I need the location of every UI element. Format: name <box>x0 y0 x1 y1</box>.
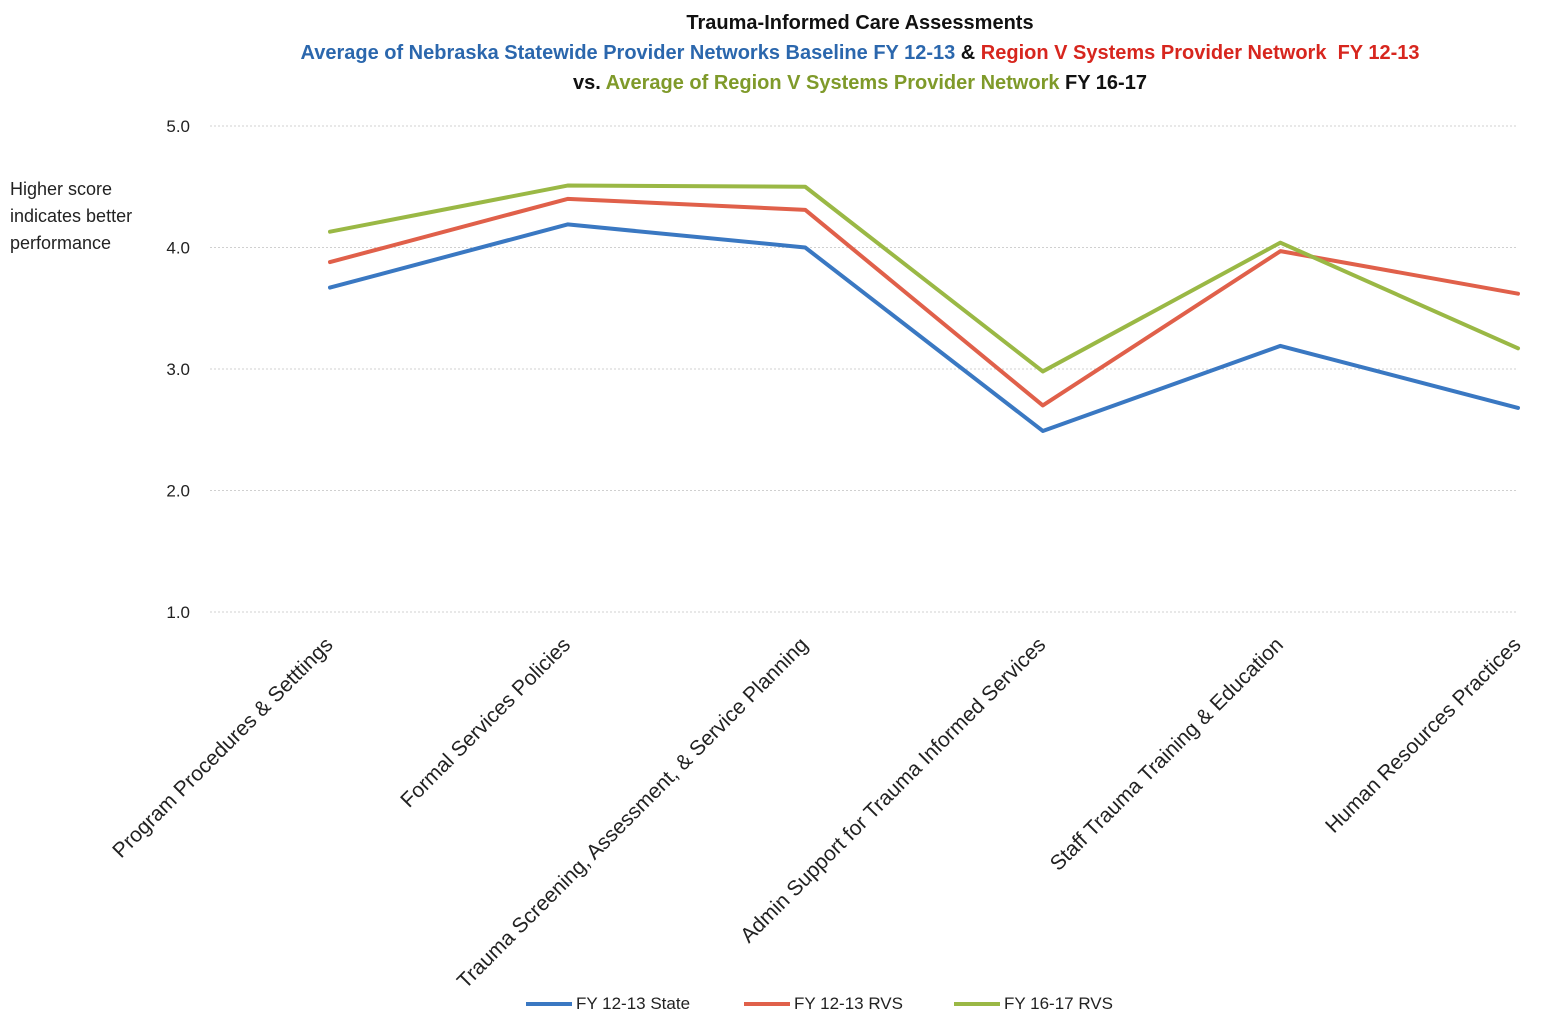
y-axis-ticks: 1.0 2.0 3.0 4.0 5.0 <box>166 117 190 622</box>
y-axis-note: Higher score indicates better performanc… <box>10 179 133 253</box>
subtitle-vs: vs. <box>573 72 606 94</box>
x-tick-label: Human Resources Practices <box>1321 633 1525 837</box>
x-tick-label: Program Procedures & Setttings <box>108 633 337 862</box>
x-axis-ticks: Program Procedures & Setttings Formal Ser… <box>108 633 1525 993</box>
y-tick-label: 1.0 <box>166 603 190 622</box>
subtitle-state-baseline: Average of Nebraska Statewide Provider N… <box>300 42 956 64</box>
series-line-rvs-1213 <box>328 196 1520 408</box>
legend-item-rvs-1617: FY 16-17 RVS <box>954 994 1113 1014</box>
legend-swatch-rvs-1213 <box>744 1002 790 1006</box>
series-lines <box>328 183 1520 433</box>
series-line-state <box>328 222 1520 433</box>
gridlines <box>210 125 1518 613</box>
series-line-rvs-1617 <box>328 183 1520 374</box>
legend-item-rvs-1213: FY 12-13 RVS <box>744 994 903 1014</box>
y-tick-label: 2.0 <box>166 482 190 501</box>
chart-title: Trauma-Informed Care Assessments <box>686 12 1034 34</box>
legend-label-state: FY 12-13 State <box>576 994 691 1013</box>
x-tick-label: Admin Support for Trauma Informed Servic… <box>736 633 1050 947</box>
subtitle-rvs-baseline: Region V Systems Provider Network FY 12-… <box>980 42 1420 64</box>
y-tick-label: 4.0 <box>166 239 190 258</box>
chart-subtitle-line-2: vs. Average of Region V Systems Provider… <box>0 68 1548 98</box>
subtitle-ampersand: & <box>955 42 981 64</box>
chart-legend: FY 12-13 State FY 12-13 RVS FY 16-17 RVS <box>0 994 1548 1018</box>
x-tick-label: Formal Services Policies <box>396 633 575 812</box>
chart-subtitle-line-1: Average of Nebraska Statewide Provider N… <box>0 38 1548 68</box>
subtitle-fy: FY 16-17 <box>1059 72 1147 94</box>
legend-label-rvs-1617: FY 16-17 RVS <box>1004 994 1113 1013</box>
legend-label-rvs-1213: FY 12-13 RVS <box>794 994 903 1013</box>
legend-swatch-rvs-1617 <box>954 1002 1000 1006</box>
chart-title-block: Trauma-Informed Care Assessments Average… <box>0 8 1548 98</box>
y-tick-label: 5.0 <box>166 117 190 136</box>
y-tick-label: 3.0 <box>166 360 190 379</box>
legend-swatch-state <box>526 1002 572 1006</box>
x-tick-label: Staff Trauma Training & Education <box>1046 633 1288 875</box>
legend-item-state: FY 12-13 State <box>526 994 690 1014</box>
subtitle-rvs-current: Average of Region V Systems Provider Net… <box>605 72 1060 94</box>
